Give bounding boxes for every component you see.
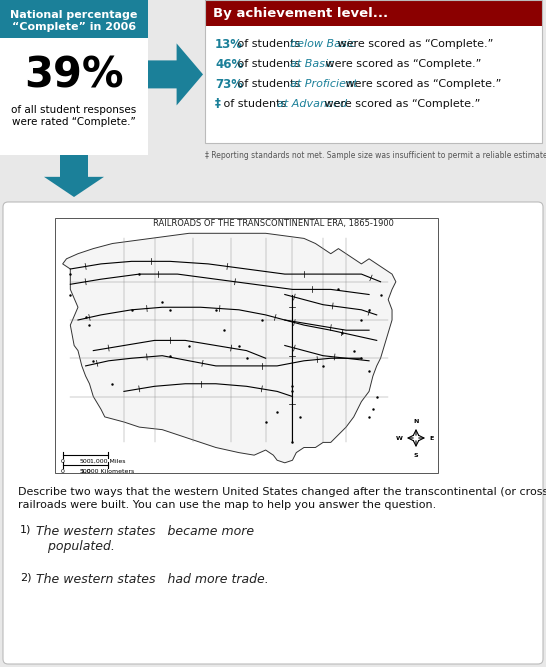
Text: S: S (414, 453, 418, 458)
Text: of students: of students (220, 99, 290, 109)
Text: at Basic: at Basic (290, 59, 334, 69)
Text: of students: of students (234, 79, 304, 89)
Text: W: W (396, 436, 403, 440)
Text: 39%: 39% (24, 55, 124, 97)
Text: The western states   became more: The western states became more (36, 525, 254, 538)
Text: 73%: 73% (215, 77, 243, 91)
Text: National percentage: National percentage (10, 10, 138, 20)
Text: were scored as “Complete.”: were scored as “Complete.” (322, 59, 482, 69)
FancyBboxPatch shape (3, 202, 543, 664)
Bar (205, 0, 542, 143)
Text: were scored as “Complete.”: were scored as “Complete.” (334, 39, 494, 49)
Text: of students: of students (234, 59, 304, 69)
Text: were rated “Complete.”: were rated “Complete.” (12, 117, 136, 127)
Text: populated.: populated. (36, 540, 115, 553)
Text: below Basic: below Basic (290, 39, 356, 49)
Text: 13%: 13% (215, 37, 243, 51)
Text: at Proficient: at Proficient (290, 79, 358, 89)
Text: 500: 500 (79, 469, 91, 474)
Text: 2): 2) (20, 573, 32, 583)
Text: ‡: ‡ (215, 97, 221, 111)
Text: 1,000 Miles: 1,000 Miles (90, 459, 126, 464)
Text: of students: of students (234, 39, 304, 49)
Text: 0: 0 (61, 459, 65, 464)
Text: The western states   had more trade.: The western states had more trade. (36, 573, 269, 586)
Bar (0, 38, 148, 155)
Text: 1): 1) (20, 525, 31, 535)
Bar (0, 0, 148, 38)
Text: RAILROADS OF THE TRANSCONTINENTAL ERA, 1865-1900: RAILROADS OF THE TRANSCONTINENTAL ERA, 1… (152, 219, 394, 228)
Text: By achievement level...: By achievement level... (213, 7, 388, 19)
Text: “Complete” in 2006: “Complete” in 2006 (12, 22, 136, 32)
Text: E: E (429, 436, 433, 440)
Text: at Advanced: at Advanced (277, 99, 347, 109)
Polygon shape (63, 233, 396, 463)
Polygon shape (148, 43, 203, 105)
Bar (205, 26, 542, 143)
Bar (0, 0, 546, 155)
Text: ‡ Reporting standards not met. Sample size was insufficient to permit a reliable: ‡ Reporting standards not met. Sample si… (205, 151, 546, 160)
Bar (205, 0, 542, 26)
Bar (55, 218, 438, 473)
Text: 1,000 Kilometers: 1,000 Kilometers (81, 469, 135, 474)
Text: 500: 500 (79, 459, 91, 464)
Text: were scored as “Complete.”: were scored as “Complete.” (342, 79, 502, 89)
Text: N: N (413, 419, 419, 424)
Text: were scored as “Complete.”: were scored as “Complete.” (321, 99, 480, 109)
Text: railroads were built. You can use the map to help you answer the question.: railroads were built. You can use the ma… (18, 500, 436, 510)
Text: Describe two ways that the western United States changed after the transcontinen: Describe two ways that the western Unite… (18, 487, 546, 497)
Text: 46%: 46% (215, 57, 244, 71)
Polygon shape (44, 155, 104, 197)
Text: of all student responses: of all student responses (11, 105, 136, 115)
Text: 0: 0 (61, 469, 65, 474)
